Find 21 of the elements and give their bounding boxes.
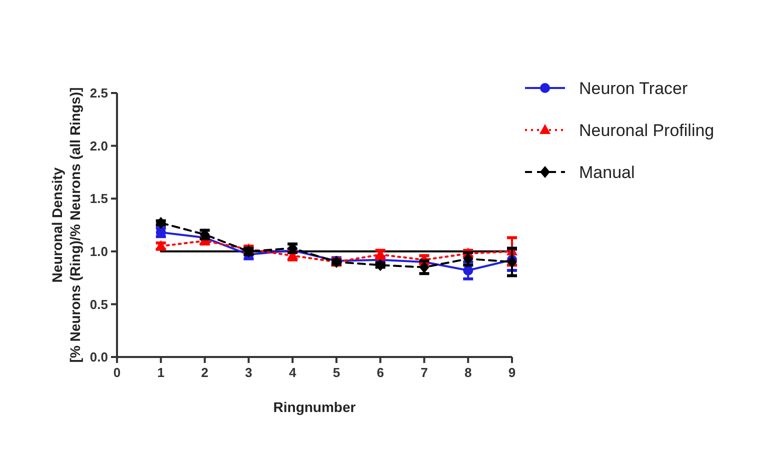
legend-label: Neuron Tracer (579, 78, 688, 98)
x-tick-label: 2 (201, 365, 208, 380)
y-tick-label: 2.0 (90, 138, 108, 154)
x-tick-label: 4 (288, 365, 297, 380)
legend-label: Manual (579, 162, 635, 182)
x-tick-label: 6 (376, 365, 384, 380)
x-tick-label: 5 (332, 365, 340, 380)
x-axis-title: Ringnumber (273, 399, 356, 415)
y-tick-label: 1.0 (90, 244, 108, 259)
y-tick-label: 0.0 (90, 350, 108, 365)
legend-label: Neuronal Profiling (579, 120, 714, 140)
y-tick-label: 1.5 (90, 191, 108, 206)
y-tick-label: 2.5 (90, 86, 108, 101)
x-tick-label: 7 (420, 365, 428, 380)
x-tick-label: 9 (508, 365, 516, 380)
y-axis-title: Neuronal Density [% Neurons (Ring)/% Neurons (all Rings)] (49, 87, 83, 363)
x-tick-label: 8 (464, 365, 472, 380)
x-tick-label: 3 (245, 365, 252, 380)
y-tick-label: 0.5 (90, 296, 108, 312)
x-tick-label: 0 (113, 365, 121, 380)
x-tick-label: 1 (157, 365, 165, 380)
